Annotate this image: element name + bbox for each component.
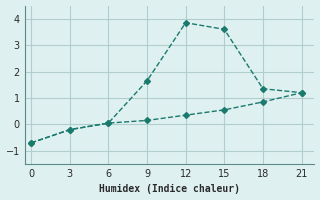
- X-axis label: Humidex (Indice chaleur): Humidex (Indice chaleur): [99, 184, 240, 194]
